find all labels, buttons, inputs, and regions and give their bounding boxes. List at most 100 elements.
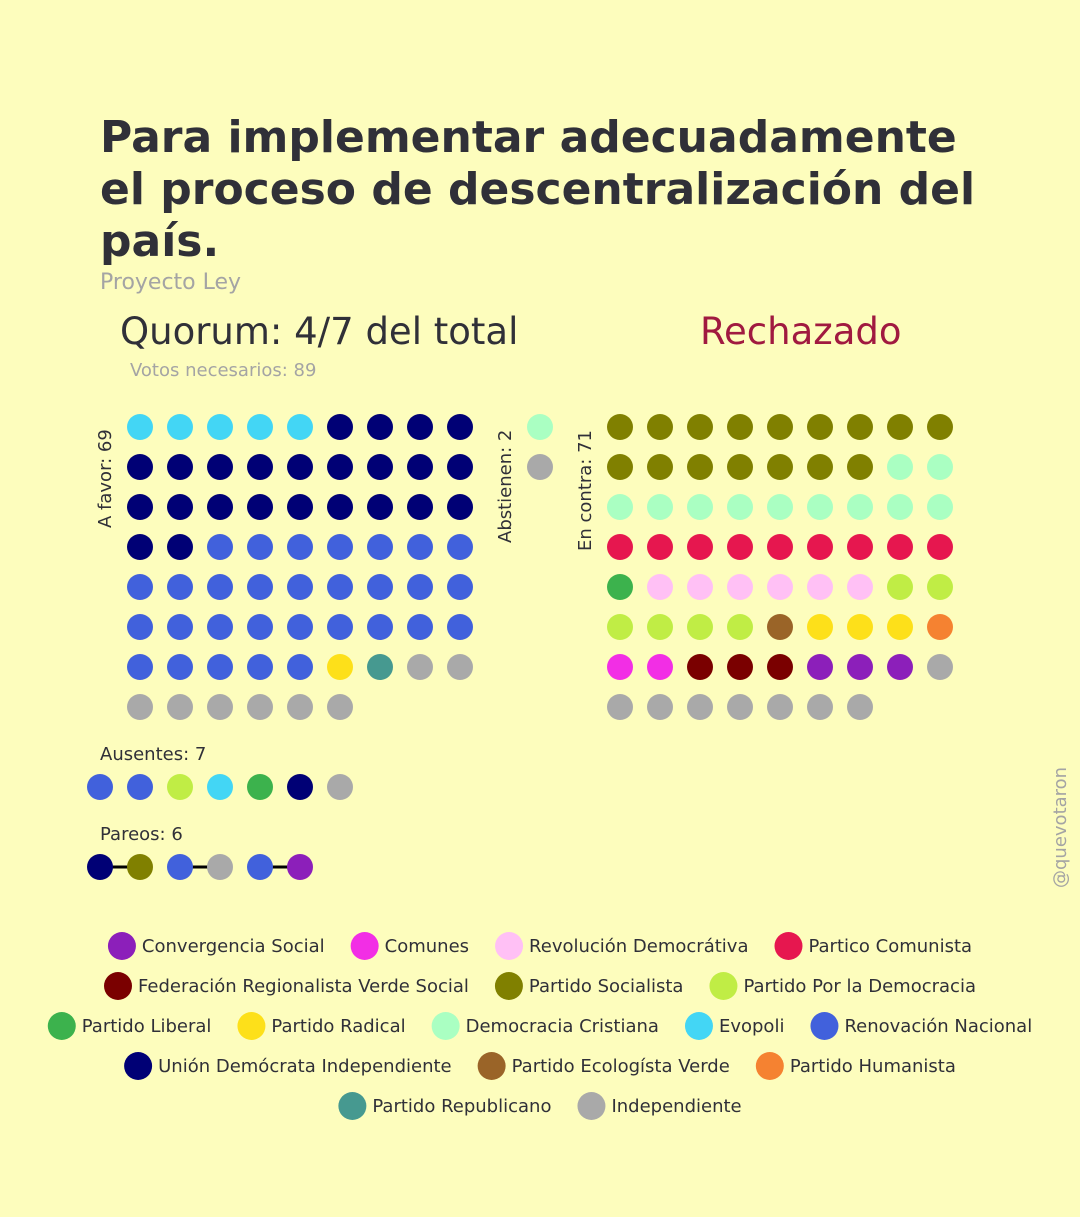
a-favor-dot (207, 574, 233, 600)
en-contra-dot (607, 534, 633, 560)
en-contra-dot (687, 614, 713, 640)
en-contra-dot (847, 414, 873, 440)
a-favor-dot (247, 574, 273, 600)
a-favor-dot (127, 694, 153, 720)
a-favor-dot (207, 494, 233, 520)
pareo-dot (247, 854, 273, 880)
a-favor-dot (327, 574, 353, 600)
en-contra-dot (847, 654, 873, 680)
a-favor-dot (327, 614, 353, 640)
en-contra-dot (847, 534, 873, 560)
en-contra-dot (607, 654, 633, 680)
legend-label: Partido Republicano (372, 1096, 551, 1117)
a-favor-dot (167, 534, 193, 560)
en-contra-dot (687, 574, 713, 600)
a-favor-dot (167, 454, 193, 480)
a-favor-dot (367, 494, 393, 520)
a-favor-dot (207, 614, 233, 640)
a-favor-dot (127, 534, 153, 560)
en-contra-dot (607, 454, 633, 480)
en-contra-dot (807, 454, 833, 480)
a-favor-dot (367, 614, 393, 640)
a-favor-dot (367, 534, 393, 560)
legend-label: Comunes (385, 936, 469, 957)
a-favor-dot (447, 534, 473, 560)
a-favor-dot (167, 574, 193, 600)
en-contra-dot (767, 694, 793, 720)
en-contra-dot (647, 414, 673, 440)
en-contra-dot (767, 534, 793, 560)
en-contra-dot (887, 534, 913, 560)
en-contra-dot (727, 414, 753, 440)
en-contra-dot (887, 494, 913, 520)
legend-label: Partido Liberal (82, 1016, 212, 1037)
legend-swatch (577, 1092, 606, 1120)
ausente-dot (127, 774, 153, 800)
en-contra-dot (807, 574, 833, 600)
a-favor-dot (247, 414, 273, 440)
a-favor-dot (167, 654, 193, 680)
a-favor-dot (167, 414, 193, 440)
ausente-dot (327, 774, 353, 800)
a-favor-dot (127, 454, 153, 480)
a-favor-dot (207, 654, 233, 680)
ausentes-label: Ausentes: 7 (100, 744, 206, 765)
a-favor-dot (327, 454, 353, 480)
en-contra-dot (767, 614, 793, 640)
en-contra-dot (607, 614, 633, 640)
a-favor-dot (407, 614, 433, 640)
legend-swatch (774, 932, 803, 960)
chart-title: Para implementar adecuadamente el proces… (100, 112, 976, 267)
en-contra-dot (767, 414, 793, 440)
a-favor-dot (247, 454, 273, 480)
pareo-dot (167, 854, 193, 880)
en-contra-dot (647, 694, 673, 720)
a-favor-dot (327, 694, 353, 720)
legend-swatch (124, 1052, 153, 1080)
legend-label: Revolución Democrátiva (529, 936, 748, 957)
a-favor-dot (327, 414, 353, 440)
abstienen-label: Abstienen: 2 (495, 430, 516, 543)
en-contra-dot (927, 574, 953, 600)
legend-label: Federación Regionalista Verde Social (138, 976, 469, 997)
en-contra-dot (727, 694, 753, 720)
a-favor-dot (287, 494, 313, 520)
a-favor-dot (247, 534, 273, 560)
a-favor-dot (447, 454, 473, 480)
legend-label: Renovación Nacional (844, 1016, 1032, 1037)
a-favor-dot (287, 694, 313, 720)
en-contra-dot (607, 574, 633, 600)
a-favor-dot (167, 694, 193, 720)
en-contra-dot (607, 414, 633, 440)
en-contra-dot (847, 454, 873, 480)
ausente-dot (247, 774, 273, 800)
en-contra-dot (647, 614, 673, 640)
legend-swatch (755, 1052, 784, 1080)
votes-needed-label: Votos necesarios: 89 (130, 360, 317, 381)
en-contra-dot (847, 614, 873, 640)
en-contra-dot (687, 694, 713, 720)
en-contra-dot (727, 614, 753, 640)
ausente-dot (167, 774, 193, 800)
pareo-dot (87, 854, 113, 880)
ausente-dot (207, 774, 233, 800)
a-favor-dot (127, 414, 153, 440)
a-favor-dot (167, 494, 193, 520)
en-contra-dot (607, 694, 633, 720)
legend-swatch (237, 1012, 266, 1040)
result-label: Rechazado (700, 310, 902, 353)
en-contra-dot (927, 414, 953, 440)
legend-swatch (431, 1012, 460, 1040)
en-contra-dot (887, 654, 913, 680)
en-contra-dot (727, 454, 753, 480)
legend-swatch (350, 932, 379, 960)
en-contra-dot (847, 694, 873, 720)
abstienen-dot (527, 454, 553, 480)
a-favor-dot (407, 654, 433, 680)
chart-subtitle: Proyecto Ley (100, 270, 242, 295)
en-contra-dot (647, 534, 673, 560)
en-contra-dot (887, 414, 913, 440)
legend-label: Convergencia Social (142, 936, 325, 957)
a-favor-dot (327, 534, 353, 560)
en-contra-dot (767, 454, 793, 480)
